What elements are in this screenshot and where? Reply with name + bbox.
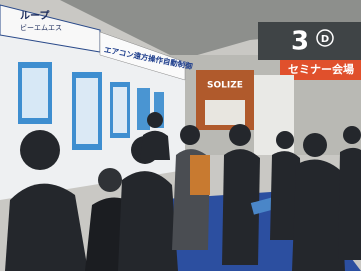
person xyxy=(118,171,178,271)
person xyxy=(338,148,361,260)
poster-content xyxy=(22,68,48,118)
photo: 3 D セミナー会場 SOLIZE ループ ビーエムエス エアコン遠方操作自動制… xyxy=(0,0,361,271)
booth-logo: SOLIZE xyxy=(207,81,243,91)
head xyxy=(343,126,361,144)
head xyxy=(180,125,200,145)
person xyxy=(292,160,345,271)
head xyxy=(98,168,122,192)
hall-sign xyxy=(258,22,361,60)
booth-screen xyxy=(205,100,245,125)
top-left-banner-text: ループ xyxy=(20,9,50,22)
top-left-banner-sub: ビーエムエス xyxy=(20,23,62,32)
hall-number: 3 xyxy=(291,27,309,57)
head xyxy=(20,130,60,170)
poster-content xyxy=(113,87,127,133)
head xyxy=(147,112,163,128)
backpack xyxy=(190,155,210,195)
page: 3 D セミナー会場 SOLIZE ループ ビーエムエス エアコン遠方操作自動制… xyxy=(0,0,361,271)
head xyxy=(229,124,251,146)
seminar-banner-text: セミナー会場 xyxy=(288,62,354,76)
hall-letter: D xyxy=(321,34,329,45)
person xyxy=(140,131,170,160)
poster-content xyxy=(76,78,98,144)
head xyxy=(303,133,327,157)
head xyxy=(276,131,294,149)
